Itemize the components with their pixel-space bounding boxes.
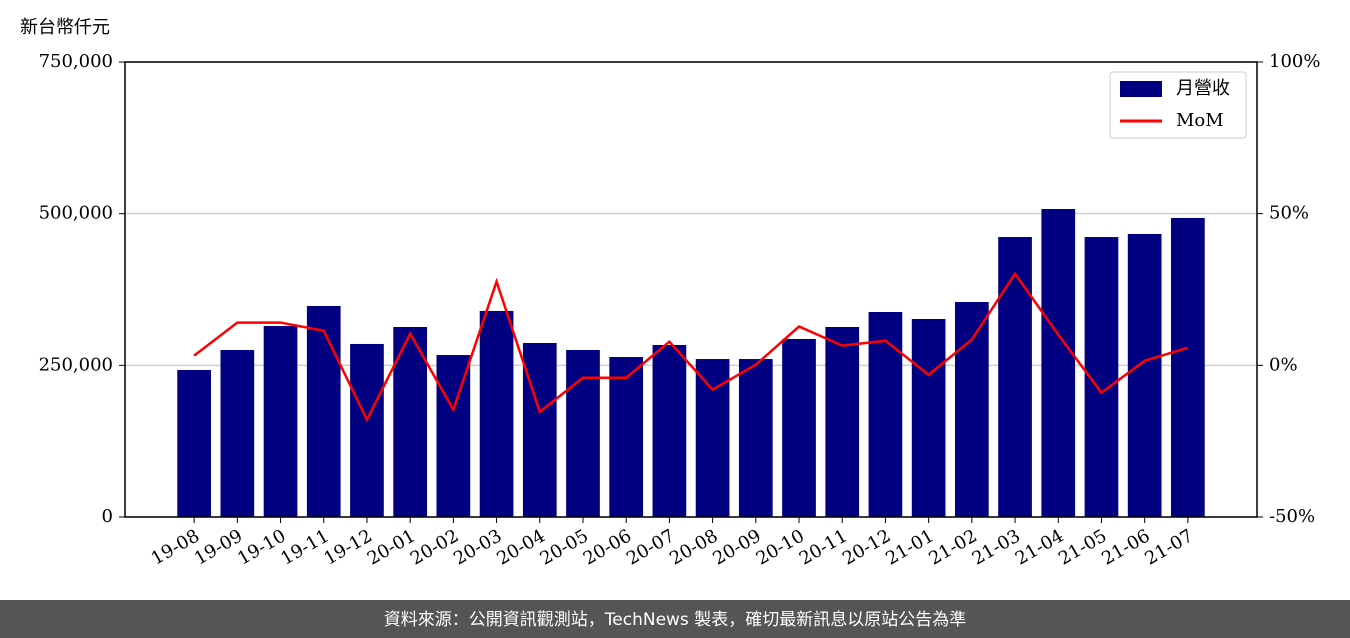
bar (782, 339, 816, 517)
x-tick-label: 20-08 (666, 525, 721, 569)
y2-tick-label: -50% (1269, 506, 1315, 527)
bar (479, 310, 514, 517)
y2-tick-label: 0% (1269, 354, 1298, 375)
y-tick-label: 750,000 (39, 51, 113, 72)
x-tick-label: 20-02 (407, 525, 462, 569)
x-tick-label: 20-07 (623, 525, 678, 569)
bar (306, 306, 341, 517)
x-tick-label: 20-11 (796, 525, 851, 569)
x-tick-label: 21-02 (925, 525, 980, 569)
bar (177, 370, 211, 517)
y-tick-label: 500,000 (39, 203, 113, 224)
x-tick-label: 21-01 (882, 525, 937, 569)
x-tick-label: 20-01 (364, 525, 419, 569)
bar (868, 312, 903, 517)
bar (566, 349, 600, 517)
x-tick-label: 21-03 (969, 525, 1024, 569)
legend-label: MoM (1176, 110, 1224, 131)
x-tick-label: 20-05 (537, 525, 592, 569)
bar (911, 318, 946, 517)
line (193, 271, 1189, 423)
bar (436, 355, 471, 517)
bar (652, 345, 687, 517)
x-tick-label: 21-05 (1055, 525, 1110, 569)
y2-tick-label: 100% (1269, 51, 1320, 72)
x-tick-label: 19-12 (321, 525, 376, 569)
plot-frame (124, 61, 1258, 518)
bar (1171, 217, 1205, 517)
bar (695, 359, 730, 517)
bar (1127, 233, 1162, 518)
legend-swatch (1120, 81, 1162, 97)
x-tick-label: 20-06 (580, 525, 635, 569)
bar (954, 301, 989, 517)
bar (1041, 208, 1076, 517)
y-tick-label: 0 (102, 506, 113, 527)
bar (350, 343, 384, 517)
bar (998, 237, 1032, 518)
bar (738, 359, 773, 517)
legend-label: 月營收 (1176, 78, 1230, 99)
x-tick-label: 20-10 (753, 525, 808, 569)
footer-text: 資料來源：公開資訊觀測站，TechNews 製表，確切最新訊息以原站公告為準 (384, 610, 966, 630)
x-tick-label: 19-09 (191, 525, 246, 569)
x-tick-label: 20-04 (493, 525, 548, 569)
x-tick-label: 21-06 (1098, 525, 1153, 569)
x-tick-label: 21-04 (1012, 525, 1067, 569)
bar (220, 349, 255, 517)
x-tick-label: 20-03 (450, 525, 505, 569)
x-tick-label: 21-07 (1141, 525, 1196, 569)
bar (825, 326, 860, 517)
x-tick-label: 19-08 (148, 525, 203, 569)
y2-tick-label: 50% (1269, 203, 1309, 224)
footer-bar (0, 600, 1350, 638)
x-tick-label: 20-09 (709, 525, 764, 569)
bar (263, 326, 298, 517)
y-tick-label: 250,000 (39, 354, 113, 375)
bar (522, 343, 557, 517)
x-tick-label: 19-10 (234, 525, 289, 569)
bar (609, 357, 644, 517)
y-axis-label: 新台幣仟元 (20, 17, 110, 38)
x-tick-label: 20-12 (839, 525, 894, 569)
x-tick-label: 19-11 (277, 525, 332, 569)
